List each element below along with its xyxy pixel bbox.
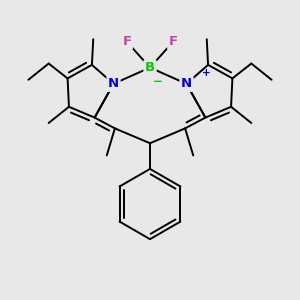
Text: B: B <box>145 61 155 74</box>
Text: −: − <box>153 75 163 88</box>
Text: F: F <box>168 35 178 48</box>
Text: +: + <box>202 68 211 78</box>
Text: N: N <box>181 77 192 90</box>
Text: F: F <box>122 35 132 48</box>
Text: N: N <box>108 77 119 90</box>
